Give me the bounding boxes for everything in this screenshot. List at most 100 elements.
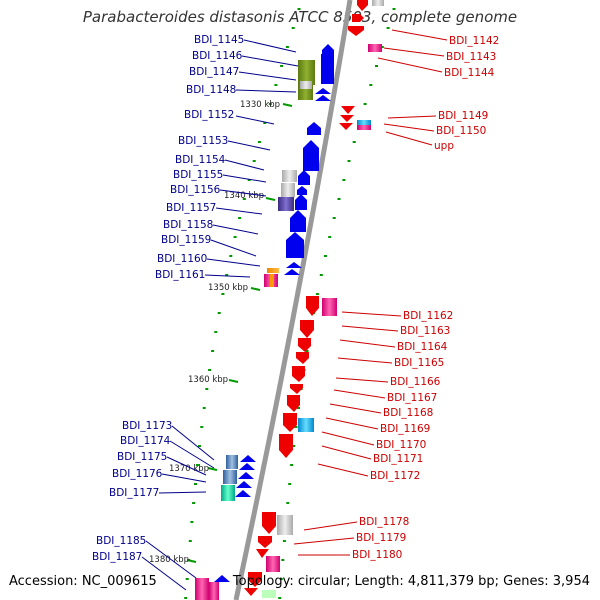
gene-box <box>221 485 235 501</box>
gene-arrow <box>339 123 353 130</box>
gene-arrow <box>279 434 293 458</box>
gene-label: BDI_1171 <box>373 453 423 465</box>
gene-arrow <box>322 44 334 54</box>
guide-dot <box>337 198 341 200</box>
gene-arrow <box>287 395 300 412</box>
gene-box <box>277 515 293 535</box>
gene-arrow <box>235 490 251 497</box>
gene-arrow <box>357 0 368 11</box>
scale-ticks <box>186 103 293 563</box>
guide-dot <box>184 597 188 599</box>
scale-label: 1360 kbp <box>188 375 228 385</box>
gene-arrow <box>303 140 319 171</box>
guide-dot <box>294 426 298 428</box>
guide-dot <box>205 388 209 390</box>
gene-arrow <box>256 549 269 558</box>
gene-label: BDI_1165 <box>394 357 444 369</box>
leader-line <box>212 224 259 235</box>
leader-line <box>391 29 448 41</box>
left-labels: BDI_1145 BDI_1146 BDI_1147 BDI_1148 BDI_… <box>92 34 244 563</box>
gene-label: BDI_1172 <box>370 470 420 482</box>
gene-arrow <box>292 366 305 382</box>
leader-line <box>222 174 267 183</box>
guide-dot <box>369 84 373 86</box>
leader-line <box>235 115 275 125</box>
gene-label: BDI_1187 <box>92 551 142 563</box>
guide-dot <box>280 65 284 67</box>
gene-label: BDI_1143 <box>446 51 496 63</box>
gene-box <box>278 197 294 211</box>
guide-dot <box>297 8 301 10</box>
guide-dot <box>214 331 218 333</box>
leader-line <box>238 71 297 81</box>
gene-label: BDI_1167 <box>387 392 437 404</box>
gene-arrow <box>298 338 311 352</box>
gene-label: BDI_1175 <box>117 451 167 463</box>
leader-line <box>158 491 207 494</box>
leader-line <box>161 473 207 483</box>
leader-line <box>321 445 372 460</box>
gene-label: BDI_1162 <box>403 310 453 322</box>
guide-dot <box>292 445 296 447</box>
gene-arrow <box>295 194 307 210</box>
scale-label: 1350 kbp <box>208 283 248 293</box>
gene-box <box>372 0 384 6</box>
leader-line <box>341 311 402 317</box>
leader-line <box>166 456 207 476</box>
guide-dot <box>282 540 286 542</box>
gene-arrow <box>238 472 254 479</box>
gene-label: BDI_1150 <box>436 125 486 137</box>
leader-line <box>215 207 263 215</box>
gene-box <box>322 298 337 316</box>
guide-dot <box>305 350 309 352</box>
gene-arrow <box>296 352 309 364</box>
gene-label: BDI_1159 <box>161 234 211 246</box>
guide-dot <box>328 236 332 238</box>
gene-box <box>226 455 238 469</box>
gene-label: BDI_1176 <box>112 468 163 480</box>
guide-dot <box>297 407 300 409</box>
guide-dot <box>192 502 196 504</box>
leader-line <box>337 357 393 364</box>
guide-dot <box>263 122 267 124</box>
gene-label: BDI_1156 <box>170 184 221 196</box>
guide-dot <box>274 84 278 86</box>
gene-box <box>282 170 297 182</box>
guide-dot <box>375 65 378 67</box>
guide-dots <box>184 8 396 599</box>
gene-label: upp <box>434 140 454 152</box>
guide-dot <box>194 483 197 485</box>
guide-dot <box>247 179 251 181</box>
guide-dot <box>217 312 221 314</box>
leader-line <box>303 521 358 531</box>
gene-label: BDI_1179 <box>356 532 406 544</box>
gene-box <box>223 470 237 484</box>
guide-dot <box>208 369 212 371</box>
guide-dot <box>332 217 336 219</box>
guide-dot <box>268 103 272 105</box>
gene-label: BDI_1153 <box>178 135 228 147</box>
guide-dot <box>252 160 256 162</box>
guide-dot <box>323 255 327 257</box>
gene-label: BDI_1185 <box>96 535 146 547</box>
leader-line <box>383 123 435 132</box>
guide-dot <box>242 198 246 200</box>
topology-text: Topology: circular; Length: 4,811,379 bp… <box>232 574 590 589</box>
gene-arrow <box>297 186 307 195</box>
gene-arrow <box>239 463 255 470</box>
guide-dot <box>363 103 367 105</box>
gene-box <box>270 274 274 287</box>
gene-arrow <box>315 95 331 101</box>
gene-box <box>368 44 382 52</box>
gene-box <box>298 60 315 85</box>
gene-box <box>300 81 312 89</box>
guide-dot <box>190 521 194 523</box>
leader-line <box>317 463 369 477</box>
gene-arrow <box>248 572 262 587</box>
guide-dot <box>229 255 233 257</box>
gene-label: BDI_1145 <box>194 34 244 46</box>
leader-line <box>210 239 257 257</box>
leader-lines <box>141 29 448 591</box>
gene-label: BDI_1177 <box>109 487 159 499</box>
